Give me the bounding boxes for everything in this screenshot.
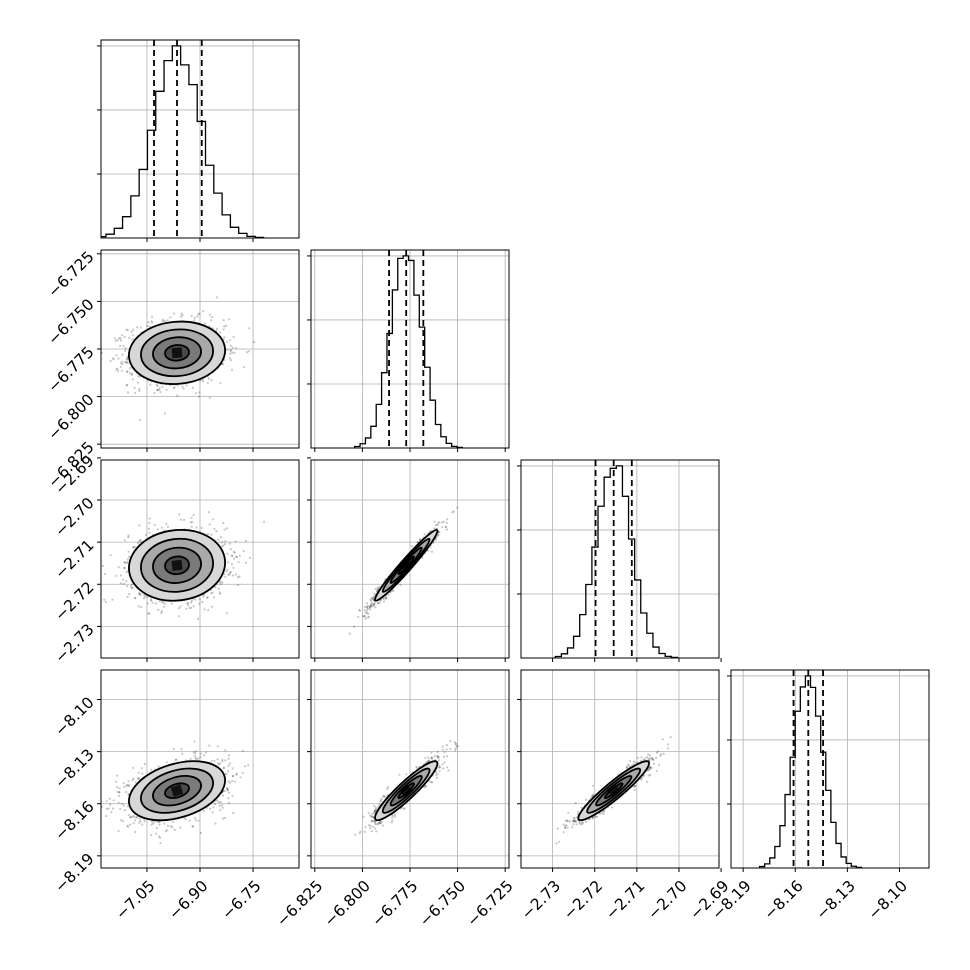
histogram-panel-2 (517, 459, 722, 662)
density-fill-1-3 (374, 761, 438, 821)
x-tick-label: −2.70 (644, 877, 690, 923)
y-tick-labels-2: −2.73−2.72−2.71−2.70−2.69 (51, 452, 97, 667)
y-tick-labels-3: −8.19 −8.16 −8.13 −8.10 (51, 693, 97, 896)
x-tick-label: −6.750 (416, 877, 469, 930)
histogram-steps-2 (554, 465, 679, 658)
histogram-panel-1 (307, 249, 510, 452)
y-tick-label: −6.800 (44, 391, 97, 444)
x-tick-labels-0: −7.05 −6.90 −6.75 (112, 877, 264, 923)
contours-2-3 (577, 760, 650, 822)
density-fill-0-3 (128, 761, 226, 821)
x-tick-label: −7.05 (112, 877, 158, 923)
y-tick-label: −2.73 (51, 620, 97, 666)
x-tick-labels-3: −8.19 −8.16 −8.13 −8.10 (708, 877, 911, 923)
histogram-panel-0 (97, 39, 300, 242)
y-tick-label: −8.16 (51, 798, 97, 844)
y-tick-label: −2.70 (51, 494, 97, 540)
scatter-panel-0-2 (97, 457, 300, 662)
y-tick-label: −6.750 (44, 295, 97, 348)
x-tick-label: −8.16 (761, 877, 807, 923)
x-tick-label: −6.90 (165, 877, 211, 923)
y-tick-label: −8.10 (51, 693, 97, 739)
scatter-panel-1-3 (307, 669, 510, 872)
y-tick-label: −6.775 (44, 343, 97, 396)
y-tick-label: −8.19 (51, 850, 97, 896)
histogram-steps-1 (354, 255, 464, 448)
contours-1-3 (374, 760, 439, 822)
scatter-panel-0-3 (97, 669, 300, 872)
contours-0-3 (128, 760, 227, 822)
contours-0-1 (128, 320, 227, 385)
scatter-panel-1-2 (307, 457, 510, 662)
contours-0-2 (128, 529, 227, 602)
y-tick-label: −6.725 (44, 248, 97, 301)
x-tick-label: −6.75 (218, 877, 264, 923)
x-tick-label: −2.73 (518, 877, 564, 923)
x-tick-label: −8.13 (813, 877, 859, 923)
x-tick-label: −6.800 (321, 877, 374, 930)
histogram-steps-3 (758, 675, 863, 868)
x-tick-label: −8.10 (865, 877, 911, 923)
y-tick-label: −2.72 (51, 578, 97, 624)
density-fill-1-2 (374, 529, 438, 601)
contours-1-2 (374, 529, 439, 602)
x-tick-label: −6.775 (368, 877, 421, 930)
x-tick-labels-1: −6.825−6.800−6.775−6.750−6.725 (273, 877, 517, 930)
x-tick-label: −6.725 (463, 877, 516, 930)
histogram-steps-0 (101, 45, 265, 238)
density-fill-2-3 (578, 761, 650, 821)
y-tick-label: −8.13 (51, 746, 97, 792)
scatter-panel-2-3 (517, 669, 722, 872)
histogram-panel-3 (727, 669, 930, 872)
y-tick-labels-1: −6.825−6.800−6.775−6.750−6.725 (44, 248, 97, 492)
y-tick-label: −2.71 (51, 536, 97, 582)
scatter-panel-0-1 (97, 249, 300, 452)
x-tick-label: −6.825 (273, 877, 326, 930)
x-tick-labels-2: −2.73−2.72−2.71−2.70−2.69 (518, 877, 733, 923)
x-tick-label: −2.71 (602, 877, 648, 923)
x-tick-label: −2.72 (560, 877, 606, 923)
